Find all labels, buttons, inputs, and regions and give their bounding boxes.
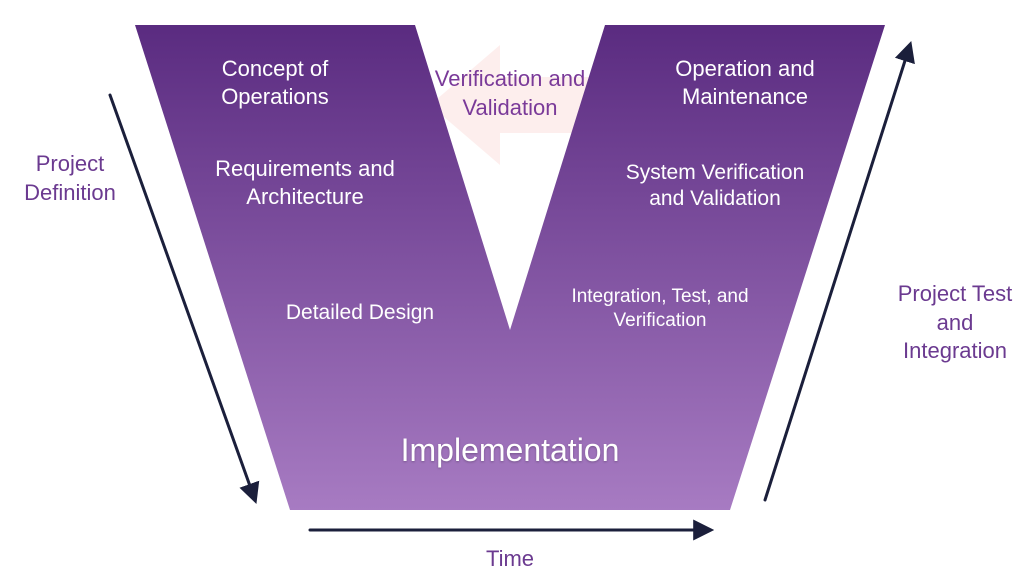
stage-system-verification: System Verification and Validation	[615, 160, 815, 213]
stage-integration-test: Integration, Test, and Verification	[570, 285, 750, 333]
project-definition-label: Project Definition	[5, 150, 135, 207]
stage-operation-maintenance: Operation and Maintenance	[630, 55, 860, 110]
time-label: Time	[450, 545, 570, 568]
stage-requirements-architecture: Requirements and Architecture	[195, 155, 415, 210]
verification-validation-label: Verification and Validation	[400, 65, 620, 122]
stage-detailed-design: Detailed Design	[280, 300, 440, 326]
project-test-integration-label: Project Test and Integration	[885, 280, 1024, 366]
stage-implementation: Implementation	[310, 430, 710, 470]
stage-concept-of-operations: Concept of Operations	[175, 55, 375, 110]
